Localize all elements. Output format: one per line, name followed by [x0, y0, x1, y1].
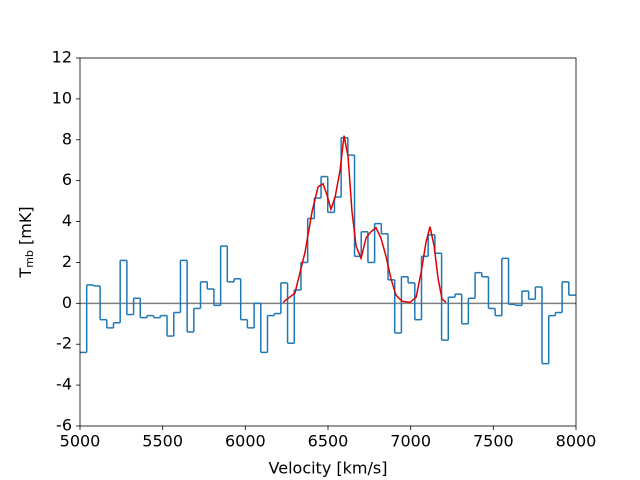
- y-tick-label: 8: [62, 129, 72, 148]
- x-tick-label: 7000: [390, 432, 431, 451]
- x-tick-label: 8000: [556, 432, 597, 451]
- y-tick-label: 12: [52, 48, 72, 67]
- x-tick-label: 5000: [60, 432, 101, 451]
- x-tick-label: 5500: [142, 432, 183, 451]
- y-tick-label: 6: [62, 170, 72, 189]
- y-axis-label: Tmb [mK]: [16, 206, 37, 278]
- y-tick-label: -2: [56, 334, 72, 353]
- x-tick-label: 6500: [308, 432, 349, 451]
- plot-frame: [79, 57, 577, 427]
- y-tick-label: 4: [62, 211, 72, 230]
- y-tick-label: -4: [56, 375, 72, 394]
- y-tick-label: -6: [56, 416, 72, 435]
- y-label-main: T: [16, 268, 35, 279]
- y-tick-label: 2: [62, 252, 72, 271]
- fit-line: [282, 135, 447, 304]
- x-tick-label: 7500: [473, 432, 514, 451]
- y-tick-label: 10: [52, 88, 72, 107]
- y-label-rest: [mK]: [16, 206, 35, 250]
- y-tick-label: 0: [62, 293, 72, 312]
- y-label-sub: mb: [23, 250, 36, 268]
- x-axis-label: Velocity [km/s]: [269, 459, 388, 478]
- x-tick-label: 6000: [225, 432, 266, 451]
